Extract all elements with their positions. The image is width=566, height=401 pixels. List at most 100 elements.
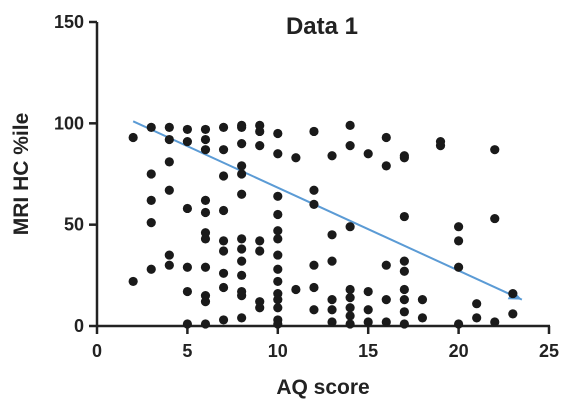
x-tick-label: 10 [268,341,288,361]
data-point [291,153,301,163]
data-point [490,145,500,155]
data-point [345,222,355,232]
data-point [164,122,174,132]
data-point [327,305,337,315]
data-points [128,120,518,329]
x-tick-label: 5 [182,341,192,361]
data-point [146,122,156,132]
data-point [454,319,464,329]
data-point [399,266,409,276]
data-point [182,124,192,135]
data-point [273,191,283,201]
x-tick-label: 25 [539,341,559,361]
data-point [146,195,156,205]
data-point [200,145,211,155]
x-tick-label: 0 [92,341,102,361]
data-point [327,317,337,327]
data-point [472,313,482,323]
data-point [218,282,229,293]
data-point [182,286,192,297]
data-point [146,264,156,274]
data-point [218,171,229,181]
x-tick-label: 20 [449,341,469,361]
data-point [200,319,211,329]
data-point [146,218,156,228]
data-point [237,139,247,149]
data-point [309,185,319,195]
axis-ticks: 0 5 10 15 20 25 0 50 100 150 [54,12,559,361]
data-point [345,303,355,313]
data-point [182,319,192,329]
data-point [435,141,446,151]
data-point [417,295,428,305]
data-point [128,276,138,287]
data-point [237,270,247,280]
data-point [327,230,337,240]
data-point [237,189,247,199]
data-point [218,246,229,256]
data-point [417,313,428,323]
data-point [273,264,283,274]
data-point [399,307,409,317]
data-point [273,209,283,220]
data-point [399,153,409,163]
data-point [363,149,373,159]
data-point [363,305,373,315]
data-point [345,319,355,329]
data-point [309,199,319,209]
chart-title: Data 1 [286,13,358,40]
data-point [381,260,391,270]
data-point [237,169,247,179]
data-point [237,244,247,254]
data-point [291,284,301,295]
data-point [309,260,319,270]
data-point [146,169,156,179]
data-point [327,256,337,266]
data-point [164,260,174,270]
data-point [363,286,373,297]
data-point [309,282,319,293]
data-point [273,149,283,159]
x-axis-label: AQ score [276,376,369,399]
y-tick-label: 100 [54,113,84,133]
data-point [200,134,211,145]
data-point [218,122,229,132]
data-point [218,145,229,155]
data-point [273,303,283,313]
y-axis-label: MRI HC %ile [10,113,33,236]
data-point [273,319,283,329]
data-point [399,284,409,295]
y-tick-label: 150 [54,12,84,32]
data-point [182,136,192,147]
data-point [399,295,409,305]
data-point [327,151,337,161]
data-point [490,213,500,224]
data-point [182,262,192,272]
data-point [345,284,355,295]
data-point [381,317,391,327]
data-point [490,317,500,327]
data-point [128,132,138,143]
data-point [182,203,192,214]
data-point [345,311,355,321]
data-point [273,295,283,305]
data-point [200,297,211,307]
data-point [255,141,265,151]
data-point [218,236,229,246]
data-point [508,309,518,319]
data-point [381,295,391,305]
data-point [399,211,409,222]
data-point [508,288,518,299]
y-tick-label: 50 [64,215,84,235]
data-point [200,234,211,244]
data-point [218,315,229,325]
data-point [454,222,464,232]
data-point [309,126,319,137]
data-point [273,128,283,139]
data-point [237,256,247,266]
data-point [237,161,247,171]
data-point [164,185,174,195]
data-point [237,234,247,244]
data-point [363,317,373,327]
data-point [309,305,319,315]
